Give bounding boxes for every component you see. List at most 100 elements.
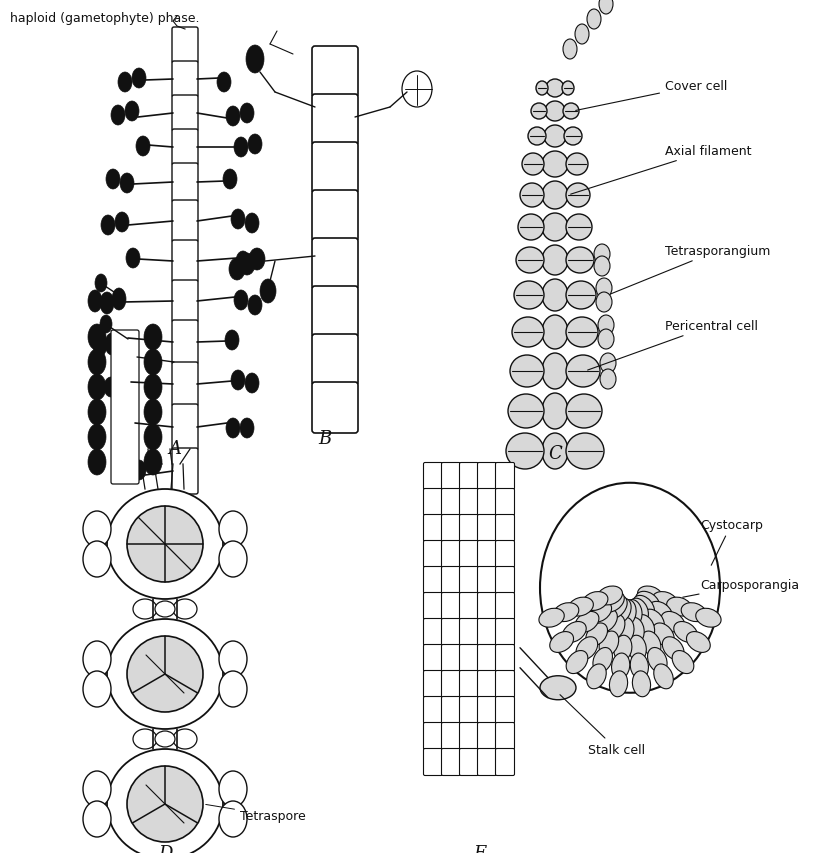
FancyBboxPatch shape: [442, 489, 461, 516]
Ellipse shape: [105, 334, 119, 356]
Ellipse shape: [118, 376, 132, 397]
Ellipse shape: [674, 622, 697, 642]
Ellipse shape: [510, 356, 544, 387]
Ellipse shape: [566, 183, 590, 208]
Ellipse shape: [550, 632, 573, 653]
FancyBboxPatch shape: [495, 722, 515, 750]
Ellipse shape: [234, 138, 248, 158]
Text: Stalk cell: Stalk cell: [560, 695, 645, 756]
Ellipse shape: [518, 215, 544, 241]
Ellipse shape: [260, 280, 276, 304]
FancyBboxPatch shape: [423, 618, 442, 646]
FancyBboxPatch shape: [495, 697, 515, 723]
Ellipse shape: [83, 801, 111, 837]
FancyBboxPatch shape: [423, 541, 442, 568]
Ellipse shape: [136, 136, 150, 157]
FancyBboxPatch shape: [478, 618, 496, 646]
FancyBboxPatch shape: [312, 382, 358, 433]
FancyBboxPatch shape: [172, 363, 198, 407]
FancyBboxPatch shape: [172, 28, 198, 64]
Ellipse shape: [596, 609, 618, 632]
Ellipse shape: [88, 291, 102, 313]
Ellipse shape: [88, 425, 106, 450]
Ellipse shape: [531, 104, 547, 120]
FancyBboxPatch shape: [172, 200, 198, 243]
FancyBboxPatch shape: [478, 670, 496, 698]
FancyBboxPatch shape: [478, 515, 496, 542]
Ellipse shape: [88, 325, 106, 351]
Ellipse shape: [540, 483, 720, 693]
Text: B: B: [318, 430, 332, 448]
FancyBboxPatch shape: [172, 96, 198, 132]
Ellipse shape: [133, 600, 157, 619]
FancyBboxPatch shape: [423, 463, 442, 490]
FancyBboxPatch shape: [172, 62, 198, 98]
FancyBboxPatch shape: [459, 722, 478, 750]
FancyBboxPatch shape: [459, 645, 478, 671]
Ellipse shape: [106, 170, 120, 189]
Ellipse shape: [100, 293, 114, 315]
Ellipse shape: [628, 635, 646, 661]
Ellipse shape: [173, 729, 197, 749]
Ellipse shape: [540, 676, 576, 700]
FancyBboxPatch shape: [459, 670, 478, 698]
Ellipse shape: [542, 433, 568, 469]
Text: A: A: [168, 439, 182, 457]
FancyBboxPatch shape: [495, 515, 515, 542]
Ellipse shape: [623, 600, 642, 626]
FancyBboxPatch shape: [495, 645, 515, 671]
FancyBboxPatch shape: [459, 567, 478, 594]
Ellipse shape: [514, 281, 544, 310]
FancyBboxPatch shape: [478, 463, 496, 490]
Ellipse shape: [652, 592, 677, 611]
Ellipse shape: [696, 608, 721, 628]
Ellipse shape: [231, 210, 245, 229]
FancyBboxPatch shape: [442, 670, 461, 698]
FancyBboxPatch shape: [478, 593, 496, 620]
Ellipse shape: [104, 378, 118, 397]
FancyBboxPatch shape: [312, 239, 358, 290]
Ellipse shape: [566, 281, 596, 310]
Ellipse shape: [575, 612, 599, 633]
Ellipse shape: [630, 653, 649, 679]
Ellipse shape: [542, 152, 568, 177]
Ellipse shape: [686, 632, 711, 653]
Ellipse shape: [542, 246, 568, 276]
FancyBboxPatch shape: [312, 191, 358, 241]
Ellipse shape: [229, 258, 245, 281]
Ellipse shape: [144, 399, 162, 426]
Ellipse shape: [618, 600, 636, 626]
Ellipse shape: [562, 622, 587, 642]
Ellipse shape: [226, 107, 240, 127]
Ellipse shape: [575, 25, 589, 45]
Ellipse shape: [648, 647, 667, 672]
FancyBboxPatch shape: [459, 697, 478, 723]
Ellipse shape: [582, 592, 608, 611]
Ellipse shape: [83, 512, 111, 548]
FancyBboxPatch shape: [495, 618, 515, 646]
FancyBboxPatch shape: [478, 722, 496, 750]
Ellipse shape: [528, 128, 546, 146]
Ellipse shape: [667, 597, 692, 617]
Ellipse shape: [120, 174, 134, 194]
Ellipse shape: [605, 615, 625, 640]
Ellipse shape: [88, 450, 106, 475]
Ellipse shape: [225, 331, 239, 351]
Ellipse shape: [402, 72, 432, 107]
Ellipse shape: [506, 433, 544, 469]
Ellipse shape: [88, 350, 106, 375]
Ellipse shape: [576, 637, 597, 660]
Ellipse shape: [587, 664, 606, 689]
Ellipse shape: [601, 592, 624, 612]
FancyBboxPatch shape: [495, 567, 515, 594]
Ellipse shape: [132, 69, 146, 89]
FancyBboxPatch shape: [459, 489, 478, 516]
Ellipse shape: [101, 216, 115, 235]
Ellipse shape: [249, 249, 265, 270]
Ellipse shape: [115, 212, 129, 233]
Ellipse shape: [226, 419, 240, 438]
Ellipse shape: [635, 615, 654, 640]
FancyBboxPatch shape: [478, 489, 496, 516]
Ellipse shape: [217, 73, 231, 93]
FancyBboxPatch shape: [459, 515, 478, 542]
